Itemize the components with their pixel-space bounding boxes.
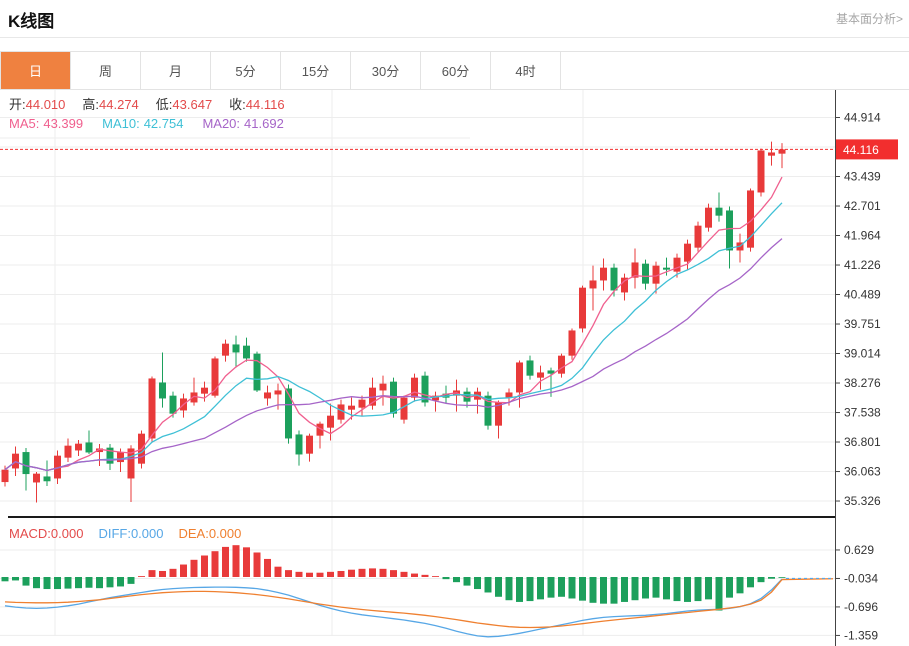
tab-week[interactable]: 周 <box>71 52 141 89</box>
tab-30min[interactable]: 30分 <box>351 52 421 89</box>
dea-label: DEA: <box>178 526 209 541</box>
svg-text:-0.696: -0.696 <box>844 600 878 614</box>
svg-text:39.751: 39.751 <box>844 317 881 331</box>
macd-histogram <box>1 545 786 611</box>
kline-chart-svg: 44.914 43.439 42.701 41.964 41.226 40.489 39.7… <box>0 90 898 646</box>
macd-value: 0.000 <box>50 526 84 541</box>
ma10-label: MA10: <box>102 116 140 131</box>
open-value: 44.010 <box>25 97 66 112</box>
kline-chart-area[interactable]: 44.914 43.439 42.701 41.964 41.226 40.489 39.7… <box>0 90 909 646</box>
svg-text:44.116: 44.116 <box>843 143 879 157</box>
period-tab-bar: 日 周 月 5分 15分 30分 60分 4时 <box>0 51 909 90</box>
dea-value: 0.000 <box>208 526 242 541</box>
ma5-value: 43.399 <box>43 116 84 131</box>
diff-line <box>4 578 783 638</box>
dea-line <box>4 579 783 629</box>
svg-text:40.489: 40.489 <box>844 288 881 302</box>
svg-text:-0.034: -0.034 <box>844 571 878 585</box>
ohlc-legend: 开:44.010 高:44.274 低:43.647 收:44.116 <box>9 94 285 113</box>
macd-label: MACD: <box>9 526 51 541</box>
svg-text:41.226: 41.226 <box>844 258 881 272</box>
ma10-line <box>4 202 783 472</box>
svg-text:41.964: 41.964 <box>844 229 881 243</box>
svg-text:43.439: 43.439 <box>844 170 881 184</box>
ma5-label: MA5: <box>9 116 40 131</box>
ma5-line <box>4 176 783 472</box>
tab-5min[interactable]: 5分 <box>211 52 281 89</box>
dea-line-extension <box>781 578 834 581</box>
candles-group <box>1 141 786 503</box>
open-label: 开: <box>9 97 26 112</box>
fundamental-analysis-link[interactable]: 基本面分析> <box>835 12 903 26</box>
tab-60min[interactable]: 60分 <box>421 52 491 89</box>
svg-text:44.914: 44.914 <box>844 111 881 125</box>
close-label: 收: <box>229 97 246 112</box>
svg-text:36.063: 36.063 <box>844 465 881 479</box>
macd-legend: MACD:0.000 DIFF:0.000 DEA:0.000 <box>9 526 241 541</box>
ma20-value: 41.692 <box>244 116 284 131</box>
page-title: K线图 <box>8 12 55 31</box>
ma20-line <box>4 238 783 472</box>
svg-text:36.801: 36.801 <box>844 435 881 449</box>
high-value: 44.274 <box>99 97 139 112</box>
low-label: 低: <box>155 97 173 112</box>
svg-text:-1.359: -1.359 <box>844 628 878 642</box>
diff-label: DIFF: <box>98 526 131 541</box>
svg-text:39.014: 39.014 <box>844 347 881 361</box>
tab-15min[interactable]: 15分 <box>281 52 351 89</box>
svg-text:35.326: 35.326 <box>844 494 881 508</box>
ma10-value: 42.754 <box>143 116 184 131</box>
low-value: 43.647 <box>172 97 213 112</box>
svg-text:0.629: 0.629 <box>844 543 874 557</box>
svg-text:42.701: 42.701 <box>844 199 881 213</box>
tab-4hour[interactable]: 4时 <box>491 52 561 89</box>
grid <box>0 90 835 636</box>
header: K线图 基本面分析> <box>0 0 909 38</box>
ma20-label: MA20: <box>202 116 241 131</box>
tab-day[interactable]: 日 <box>1 52 71 89</box>
last-price-label: 44.116 <box>836 139 898 160</box>
ma-legend: MA5: 43.399 MA10: 42.754 MA20: 41.692 <box>9 116 284 131</box>
svg-text:37.538: 37.538 <box>844 406 881 420</box>
close-value: 44.116 <box>245 97 285 112</box>
svg-text:38.276: 38.276 <box>844 376 881 390</box>
high-label: 高: <box>82 97 100 112</box>
price-axis: 44.914 43.439 42.701 41.964 41.226 40.489 39.7… <box>835 90 881 646</box>
tab-month[interactable]: 月 <box>141 52 211 89</box>
diff-value: 0.000 <box>130 526 164 541</box>
